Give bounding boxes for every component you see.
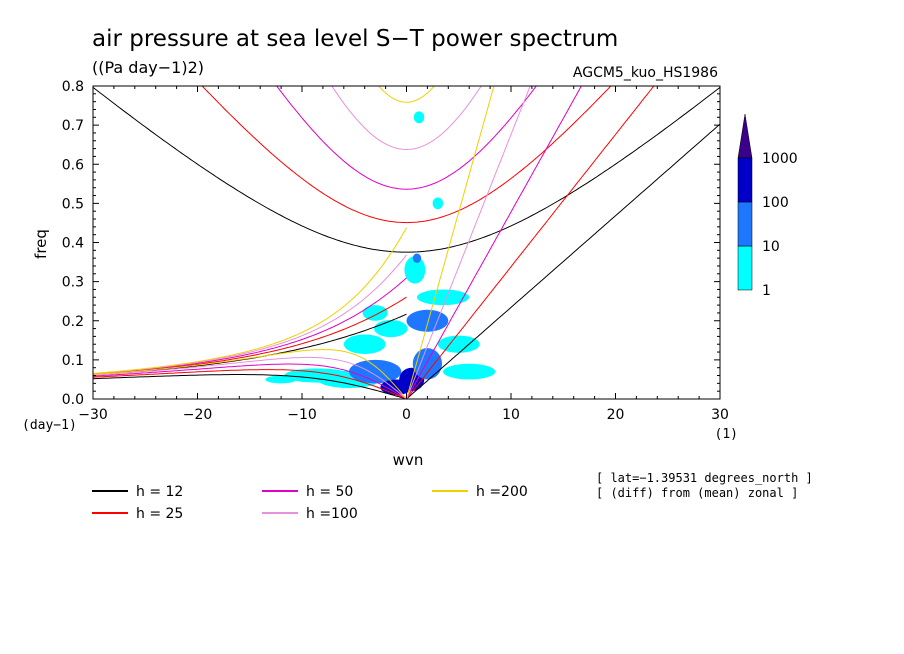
chart-units: ((Pa day−1)2) bbox=[92, 58, 204, 77]
colorbar-extend-arrow bbox=[737, 113, 753, 159]
curve-inertia-gravity-h12 bbox=[93, 87, 720, 253]
spectrum-blob-8 bbox=[406, 309, 449, 332]
curve-mrg-h200 bbox=[93, 227, 407, 374]
legend: h = 12 h = 25 h = 50 h =100 h =200 bbox=[92, 484, 528, 522]
curve-inertia-gravity-h100 bbox=[331, 86, 482, 151]
spectrum-blob-7 bbox=[374, 319, 408, 338]
curve-rossby-h50 bbox=[93, 363, 407, 399]
curve-kelvin-h50 bbox=[406, 86, 582, 399]
dispersion-curves bbox=[93, 86, 720, 399]
latitude-info: [ lat=−1.39531 degrees_north ] bbox=[596, 471, 813, 485]
y-tick-label: 0.2 bbox=[62, 314, 84, 330]
colorbar-label: 1 bbox=[762, 283, 771, 299]
x-tick-label: 0 bbox=[402, 407, 411, 423]
spectrum-blob-12 bbox=[412, 253, 422, 263]
y-tick-label: 0.0 bbox=[62, 392, 84, 408]
x-axis-unit: (1) bbox=[715, 427, 738, 442]
curve-inertia-gravity-h200 bbox=[378, 86, 435, 103]
x-tick-labels: −30 −20 −10 0 10 20 30 bbox=[78, 407, 729, 423]
spectrum-blob-2 bbox=[349, 359, 402, 384]
operation-info: [ (diff) from (mean) zonal ] bbox=[596, 486, 798, 500]
y-tick-label: 0.6 bbox=[62, 157, 84, 173]
y-tick-label: 0.7 bbox=[62, 118, 84, 134]
legend-label: h = 50 bbox=[306, 484, 353, 500]
curve-rossby-h25 bbox=[93, 369, 407, 399]
spectrum-blob-17 bbox=[265, 375, 297, 384]
y-axis-unit: (day−1) bbox=[22, 418, 77, 433]
spectrum-blob-11 bbox=[404, 256, 426, 284]
colorbar-label: 10 bbox=[762, 239, 780, 255]
y-tick-label: 0.5 bbox=[62, 196, 84, 212]
y-tick-label: 0.4 bbox=[62, 236, 84, 252]
spectrum-blob-16 bbox=[432, 197, 444, 210]
spectrum-blob-13 bbox=[362, 305, 388, 321]
curve-kelvin-h12 bbox=[406, 123, 720, 399]
colorbar-segment bbox=[737, 245, 753, 291]
axis-ticks bbox=[92, 85, 721, 400]
x-axis-label: wvn bbox=[393, 451, 424, 469]
model-name: AGCM5_kuo_HS1986 bbox=[573, 65, 718, 81]
colorbar-label: 100 bbox=[762, 195, 789, 211]
spectrum-contours bbox=[265, 111, 496, 396]
colorbar-segment bbox=[737, 201, 753, 247]
curve-inertia-gravity-h50 bbox=[276, 86, 537, 190]
legend-label: h =200 bbox=[476, 484, 528, 500]
x-tick-label: −10 bbox=[287, 407, 317, 423]
spectrum-blob-15 bbox=[413, 111, 425, 124]
legend-label: h = 12 bbox=[136, 484, 183, 500]
plot-frame bbox=[92, 85, 721, 400]
curve-kelvin-h200 bbox=[406, 86, 495, 399]
curve-rossby-h12 bbox=[93, 374, 407, 399]
colorbar-segment bbox=[737, 157, 753, 203]
y-tick-label: 0.1 bbox=[62, 353, 84, 369]
y-tick-labels: 0.0 0.1 0.2 0.3 0.4 0.5 0.6 0.7 0.8 bbox=[62, 79, 84, 408]
y-tick-label: 0.3 bbox=[62, 275, 84, 291]
x-tick-label: 30 bbox=[711, 407, 729, 423]
colorbar: 1 10 100 1000 bbox=[737, 113, 798, 299]
x-tick-label: −30 bbox=[78, 407, 108, 423]
y-tick-label: 0.8 bbox=[62, 79, 84, 95]
curve-rossby-h100 bbox=[93, 356, 407, 399]
colorbar-label: 1000 bbox=[762, 151, 798, 167]
spectrum-blob-9 bbox=[437, 335, 480, 353]
spectrum-blob-5 bbox=[412, 348, 443, 380]
curve-kelvin-h25 bbox=[406, 86, 655, 399]
curve-rossby-h200 bbox=[93, 348, 407, 399]
chart-title: air pressure at sea level S−T power spec… bbox=[92, 26, 618, 52]
x-tick-label: −20 bbox=[183, 407, 213, 423]
curve-kelvin-h100 bbox=[406, 86, 531, 399]
y-axis-label: freq bbox=[32, 229, 50, 259]
x-tick-label: 10 bbox=[502, 407, 520, 423]
spectrum-blob-14 bbox=[443, 363, 496, 380]
x-tick-label: 20 bbox=[607, 407, 625, 423]
curve-inertia-gravity-h25 bbox=[201, 86, 612, 224]
legend-label: h =100 bbox=[306, 506, 358, 522]
legend-label: h = 25 bbox=[136, 506, 183, 522]
spectrum-blob-6 bbox=[343, 334, 386, 355]
spectrum-blob-10 bbox=[416, 289, 470, 306]
